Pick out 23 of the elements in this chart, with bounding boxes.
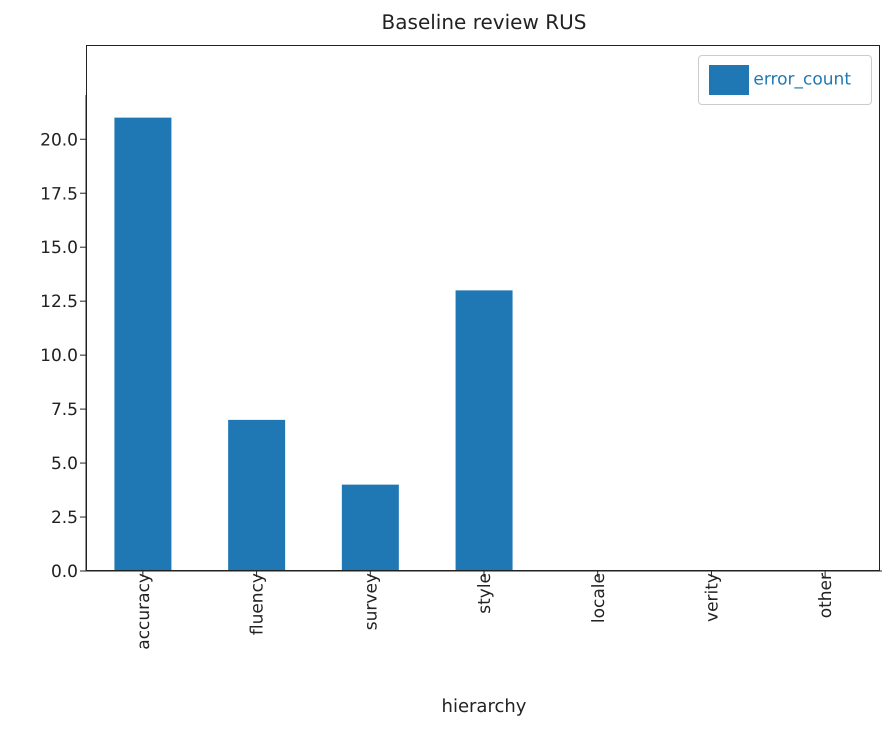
- bar: [456, 290, 513, 571]
- bar: [342, 484, 399, 571]
- x-tick-label: survey: [361, 573, 382, 630]
- x-tick-label: locale: [588, 573, 609, 624]
- bar: [228, 420, 286, 571]
- x-tick-label: accuracy: [134, 573, 154, 650]
- x-axis-title: hierarchy: [442, 696, 527, 717]
- x-tick-label: fluency: [248, 573, 268, 636]
- y-tick-label: 0.0: [50, 562, 78, 582]
- y-tick-label: 20.0: [40, 130, 78, 150]
- y-tick-label: 2.5: [50, 508, 78, 528]
- y-tick-label: 10.0: [40, 346, 78, 366]
- y-tick-label: 17.5: [40, 184, 78, 204]
- x-tick-label: style: [475, 573, 496, 614]
- y-tick-label: 5.0: [50, 454, 78, 474]
- y-tick-label: 12.5: [40, 292, 78, 312]
- y-tick-label: 15.0: [40, 238, 78, 258]
- legend-label: error_count: [753, 70, 851, 90]
- x-tick-label: other: [816, 572, 836, 618]
- y-tick-label: 7.5: [50, 400, 78, 420]
- bar: [114, 118, 172, 571]
- x-tick-label: verity: [702, 573, 722, 622]
- chart-title: Baseline review RUS: [380, 10, 588, 34]
